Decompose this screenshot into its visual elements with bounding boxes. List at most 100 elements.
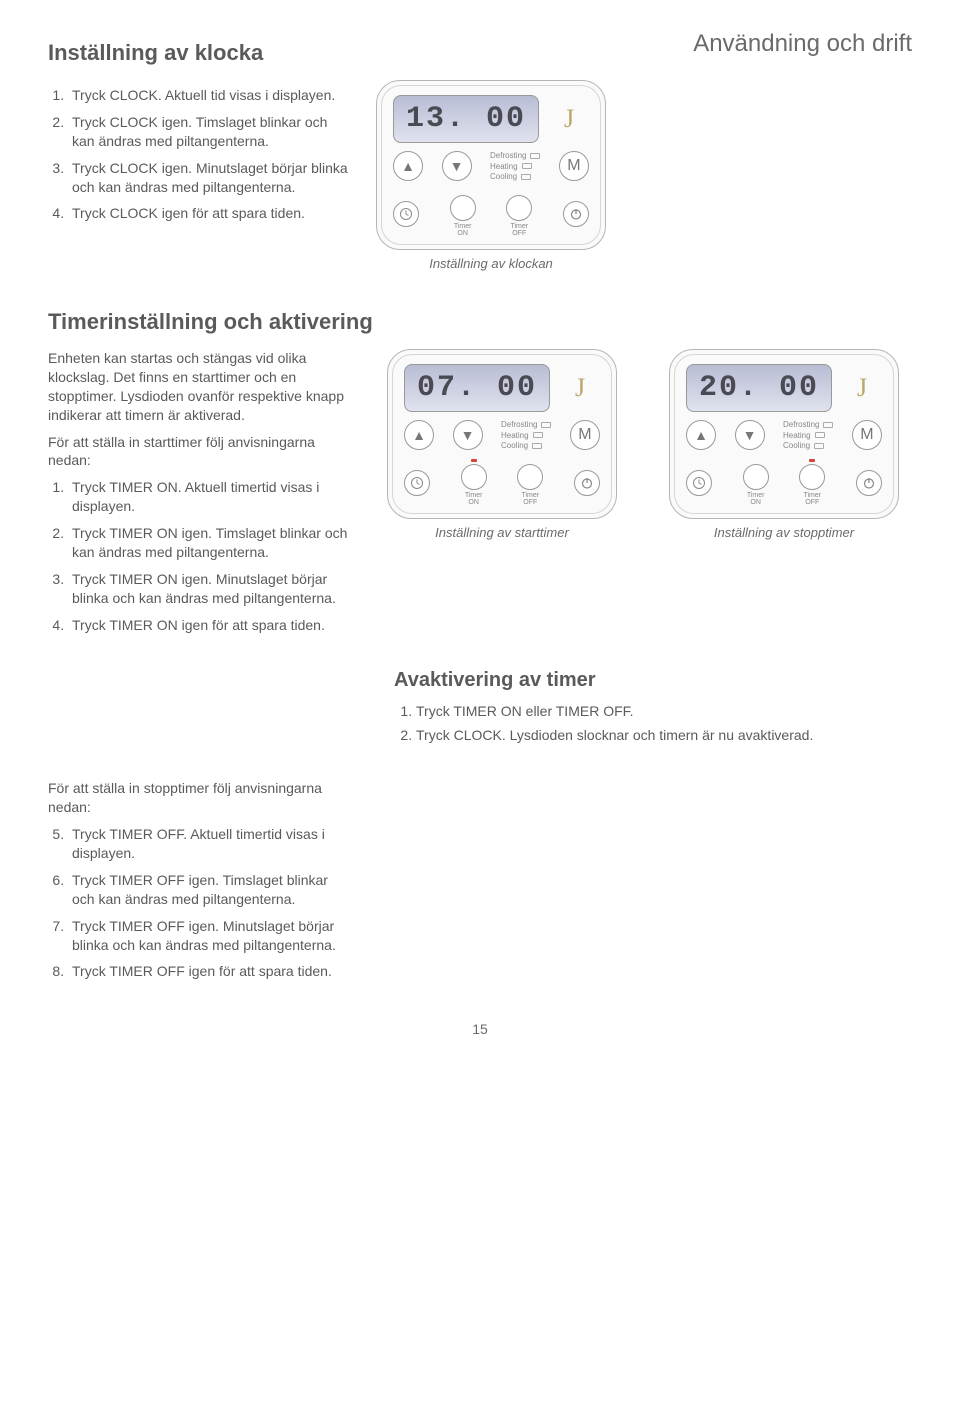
timer-off-button[interactable] bbox=[506, 195, 532, 221]
timer-on-led bbox=[460, 190, 466, 193]
panel-caption: Inställning av stopptimer bbox=[714, 525, 854, 540]
clock-panel-wrap: 13. 00 J ▲ ▼ Defrosting Heating Cooling … bbox=[376, 80, 606, 271]
status-label: Heating bbox=[501, 431, 529, 441]
remote-panel-clock: 13. 00 J ▲ ▼ Defrosting Heating Cooling … bbox=[376, 80, 606, 250]
clock-button[interactable] bbox=[393, 201, 419, 227]
list-item: Tryck TIMER ON. Aktuell timertid visas i… bbox=[68, 478, 348, 516]
remote-panel-stop: 20. 00 J ▲ ▼ Defrosting Heating Cooling … bbox=[669, 349, 899, 519]
led-indicator bbox=[530, 153, 540, 159]
deactivate-steps-list: Tryck TIMER ON eller TIMER OFF. Tryck CL… bbox=[394, 702, 912, 746]
mode-button[interactable]: M bbox=[570, 420, 600, 450]
timer-on-label: TimerON bbox=[454, 223, 472, 238]
status-label: Cooling bbox=[783, 441, 810, 451]
deactivate-block: Avaktivering av timer Tryck TIMER ON ell… bbox=[374, 669, 912, 752]
down-arrow-button[interactable]: ▼ bbox=[453, 420, 483, 450]
timer-off-stack: TimerOFF bbox=[506, 190, 532, 238]
list-item: Tryck TIMER OFF igen. Timslaget blinkar … bbox=[68, 871, 348, 909]
list-item: Tryck TIMER OFF. Aktuell timertid visas … bbox=[68, 825, 348, 863]
timer-off-label: TimerOFF bbox=[803, 492, 821, 507]
status-indicators: Defrosting Heating Cooling bbox=[501, 420, 551, 451]
timer-on-button[interactable] bbox=[461, 464, 487, 490]
timer-on-button[interactable] bbox=[450, 195, 476, 221]
led-indicator bbox=[815, 432, 825, 438]
led-indicator bbox=[522, 163, 532, 169]
up-arrow-button[interactable]: ▲ bbox=[686, 420, 716, 450]
timer-off-led bbox=[809, 459, 815, 462]
timer-on-label: TimerON bbox=[747, 492, 765, 507]
down-arrow-button[interactable]: ▼ bbox=[442, 151, 472, 181]
timer-text-column: Enheten kan startas och stängas vid olik… bbox=[48, 349, 348, 643]
lcd-display: 13. 00 bbox=[393, 95, 539, 143]
power-button[interactable] bbox=[563, 201, 589, 227]
timer-off-led bbox=[516, 190, 522, 193]
timer-off-button[interactable] bbox=[799, 464, 825, 490]
timer-off-stack: TimerOFF bbox=[799, 459, 825, 507]
stop-panel-wrap: 20. 00 J ▲ ▼ Defrosting Heating Cooling … bbox=[656, 349, 912, 540]
led-indicator bbox=[823, 422, 833, 428]
led-indicator bbox=[541, 422, 551, 428]
stop-intro: För att ställa in stopptimer följ anvisn… bbox=[48, 779, 348, 817]
panel-caption: Inställning av starttimer bbox=[435, 525, 569, 540]
timer-off-led bbox=[527, 459, 533, 462]
page-number: 15 bbox=[48, 1021, 912, 1037]
status-label: Defrosting bbox=[490, 151, 526, 161]
led-indicator bbox=[533, 432, 543, 438]
timer-on-stack: TimerON bbox=[743, 459, 769, 507]
status-label: Cooling bbox=[501, 441, 528, 451]
status-label: Defrosting bbox=[783, 420, 819, 430]
down-arrow-button[interactable]: ▼ bbox=[735, 420, 765, 450]
power-button[interactable] bbox=[856, 470, 882, 496]
remote-panel-start: 07. 00 J ▲ ▼ Defrosting Heating Cooling … bbox=[387, 349, 617, 519]
timer-on-label: TimerON bbox=[465, 492, 483, 507]
status-label: Defrosting bbox=[501, 420, 537, 430]
page-corner-title: Användning och drift bbox=[693, 30, 912, 58]
timer-on-stack: TimerON bbox=[450, 190, 476, 238]
clock-button[interactable] bbox=[404, 470, 430, 496]
list-item: Tryck CLOCK. Lysdioden slocknar och time… bbox=[416, 726, 912, 745]
panel-caption: Inställning av klockan bbox=[429, 256, 553, 271]
clock-steps-column: Tryck CLOCK. Aktuell tid visas i display… bbox=[48, 80, 348, 271]
list-item: Tryck TIMER ON igen för att spara tiden. bbox=[68, 616, 348, 635]
start-intro: För att ställa in starttimer följ anvisn… bbox=[48, 433, 348, 471]
brand-logo-icon: J bbox=[842, 368, 882, 408]
list-item: Tryck CLOCK igen. Timslaget blinkar och … bbox=[68, 113, 348, 151]
clock-button[interactable] bbox=[686, 470, 712, 496]
status-indicators: Defrosting Heating Cooling bbox=[490, 151, 540, 182]
power-button[interactable] bbox=[574, 470, 600, 496]
list-item: Tryck TIMER OFF igen för att spara tiden… bbox=[68, 962, 348, 981]
status-label: Cooling bbox=[490, 172, 517, 182]
mode-button[interactable]: M bbox=[852, 420, 882, 450]
timer-off-label: TimerOFF bbox=[510, 223, 528, 238]
list-item: Tryck TIMER ON igen. Timslaget blinkar o… bbox=[68, 524, 348, 562]
brand-logo-icon: J bbox=[560, 368, 600, 408]
list-item: Tryck CLOCK igen för att spara tiden. bbox=[68, 204, 348, 223]
list-item: Tryck CLOCK. Aktuell tid visas i display… bbox=[68, 86, 348, 105]
brand-logo-icon: J bbox=[549, 99, 589, 139]
timer-on-led bbox=[753, 459, 759, 462]
timer-on-stack: TimerON bbox=[461, 459, 487, 507]
list-item: Tryck TIMER ON eller TIMER OFF. bbox=[416, 702, 912, 721]
lcd-display: 20. 00 bbox=[686, 364, 832, 412]
up-arrow-button[interactable]: ▲ bbox=[404, 420, 434, 450]
timer-on-led bbox=[471, 459, 477, 462]
list-item: Tryck TIMER ON igen. Minutslaget börjar … bbox=[68, 570, 348, 608]
timer-off-label: TimerOFF bbox=[521, 492, 539, 507]
clock-steps-list: Tryck CLOCK. Aktuell tid visas i display… bbox=[48, 86, 348, 223]
timer-off-stack: TimerOFF bbox=[517, 459, 543, 507]
led-indicator bbox=[532, 443, 542, 449]
status-label: Heating bbox=[783, 431, 811, 441]
start-panel-wrap: 07. 00 J ▲ ▼ Defrosting Heating Cooling … bbox=[374, 349, 630, 540]
timer-off-button[interactable] bbox=[517, 464, 543, 490]
mode-button[interactable]: M bbox=[559, 151, 589, 181]
led-indicator bbox=[814, 443, 824, 449]
up-arrow-button[interactable]: ▲ bbox=[393, 151, 423, 181]
timer-intro: Enheten kan startas och stängas vid olik… bbox=[48, 349, 348, 425]
stop-steps-column: För att ställa in stopptimer följ anvisn… bbox=[48, 779, 348, 981]
status-indicators: Defrosting Heating Cooling bbox=[783, 420, 833, 451]
list-item: Tryck TIMER OFF igen. Minutslaget börjar… bbox=[68, 917, 348, 955]
timer-heading: Timerinställning och aktivering bbox=[48, 309, 912, 335]
deactivate-heading: Avaktivering av timer bbox=[394, 669, 912, 692]
stop-steps-list: Tryck TIMER OFF. Aktuell timertid visas … bbox=[48, 825, 348, 981]
timer-on-button[interactable] bbox=[743, 464, 769, 490]
lcd-display: 07. 00 bbox=[404, 364, 550, 412]
